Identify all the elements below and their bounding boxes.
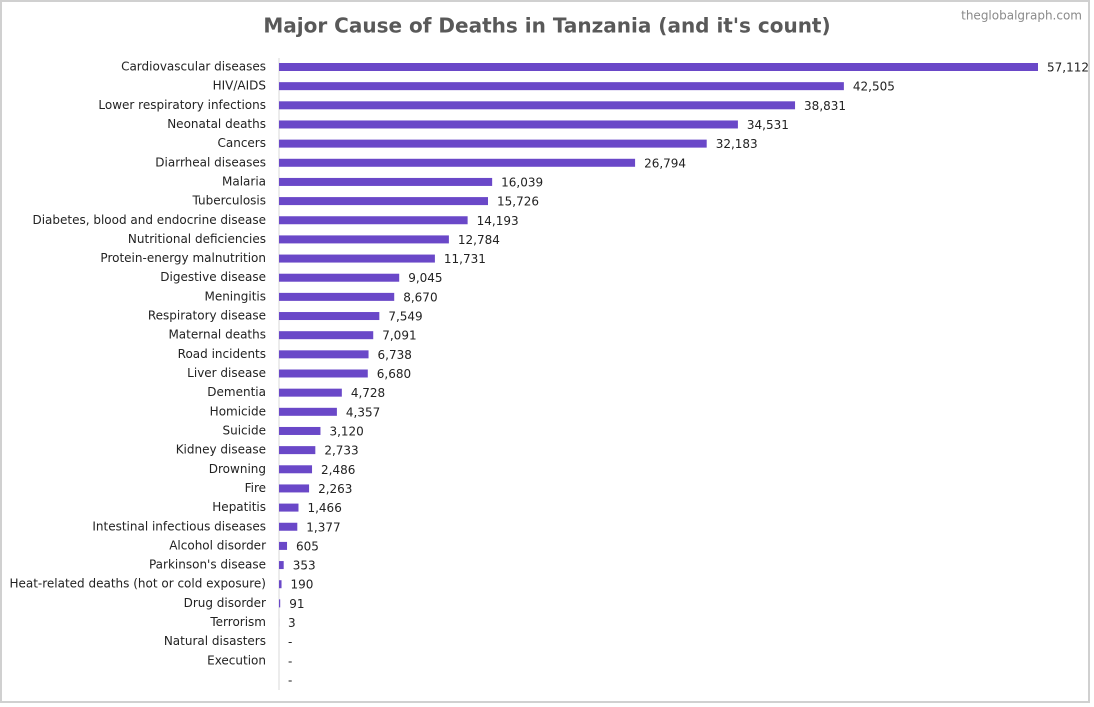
value-label: 605 (296, 539, 319, 553)
value-label: 1,466 (307, 501, 341, 515)
value-label: 7,549 (388, 310, 422, 324)
category-label: HIV/AIDS (213, 79, 266, 93)
category-label: Dementia (207, 385, 266, 399)
value-label: 3 (288, 616, 296, 630)
value-label: 26,794 (644, 156, 686, 170)
category-label: Cardiovascular diseases (121, 60, 266, 74)
bar (279, 388, 342, 397)
bar (279, 503, 299, 512)
category-label: Respiratory disease (148, 309, 266, 323)
category-label: Fire (245, 481, 266, 495)
category-label: Terrorism (209, 615, 266, 629)
bar (279, 177, 493, 186)
bar (279, 350, 369, 359)
bar (279, 369, 368, 378)
value-label: 4,357 (346, 405, 380, 419)
watermark: theglobalgraph.com (961, 9, 1082, 23)
value-label: 9,045 (408, 271, 442, 285)
category-label: Homicide (210, 404, 266, 418)
bar (279, 580, 282, 589)
bar (279, 522, 298, 531)
category-label: Maternal deaths (168, 328, 266, 342)
bar (279, 235, 449, 244)
value-label: 38,831 (804, 99, 846, 113)
value-label: 353 (293, 559, 316, 573)
category-label: Nutritional deficiencies (128, 232, 266, 246)
category-label: Drug disorder (184, 596, 266, 610)
value-label: 34,531 (747, 118, 789, 132)
category-label: Natural disasters (164, 634, 266, 648)
bar (279, 331, 374, 340)
value-label: 2,263 (318, 482, 352, 496)
bar (279, 484, 310, 493)
category-label: Malaria (222, 174, 266, 188)
value-label: 7,091 (382, 329, 416, 343)
value-label: 16,039 (501, 175, 543, 189)
chart-title: Major Cause of Deaths in Tanzania (and i… (263, 14, 830, 38)
category-label: Parkinson's disease (149, 558, 266, 572)
value-label: 3,120 (329, 424, 363, 438)
category-label: Cancers (217, 136, 266, 150)
bar (279, 216, 468, 225)
category-label: Intestinal infectious diseases (92, 519, 266, 533)
value-label: 190 (291, 578, 314, 592)
bar (279, 273, 400, 282)
value-label: 42,505 (853, 80, 895, 94)
value-label: 14,193 (477, 214, 519, 228)
category-label: Road incidents (178, 347, 266, 361)
category-label: Heat-related deaths (hot or cold exposur… (9, 577, 266, 591)
category-label: Meningitis (204, 289, 266, 303)
value-label: - (288, 635, 292, 649)
value-label: 15,726 (497, 195, 539, 209)
category-label: Lower respiratory infections (98, 98, 266, 112)
category-label: Protein-energy malnutrition (100, 251, 266, 265)
bar (279, 465, 313, 474)
bar (279, 292, 395, 301)
value-label: 12,784 (458, 233, 500, 247)
value-label: 8,670 (403, 290, 437, 304)
category-label: Digestive disease (160, 270, 266, 284)
value-label: 4,728 (351, 386, 385, 400)
category-label: Execution (207, 653, 266, 667)
bar (279, 254, 435, 263)
bar (279, 101, 796, 110)
bar (279, 599, 281, 608)
bar (279, 312, 380, 321)
value-label: 6,680 (377, 367, 411, 381)
bar (279, 197, 488, 206)
category-label: Diarrheal diseases (155, 155, 266, 169)
bar (279, 541, 288, 550)
category-label: Diabetes, blood and endocrine disease (32, 213, 266, 227)
category-label: Neonatal deaths (167, 117, 266, 131)
bar (279, 139, 707, 148)
bar (279, 561, 284, 570)
bar (279, 82, 844, 91)
bar (279, 426, 321, 435)
category-label: Hepatitis (212, 500, 266, 514)
bar (279, 158, 636, 167)
value-label: 57,112 (1047, 61, 1089, 75)
value-label: 32,183 (716, 137, 758, 151)
bar (279, 63, 1038, 71)
value-label: 11,731 (444, 252, 486, 266)
category-label: Suicide (223, 423, 267, 437)
category-label: Drowning (209, 462, 266, 476)
category-label: Kidney disease (176, 443, 266, 457)
value-label: 2,486 (321, 463, 355, 477)
value-label: 2,733 (324, 444, 358, 458)
value-label: 6,738 (378, 348, 412, 362)
bar (279, 407, 337, 416)
bar (279, 446, 316, 455)
value-label: 1,377 (306, 520, 340, 534)
category-label: Liver disease (187, 366, 266, 380)
value-label: 91 (289, 597, 304, 611)
bar (279, 120, 738, 129)
category-label: Tuberculosis (192, 194, 267, 208)
value-label: - (288, 654, 292, 668)
value-label: - (288, 674, 292, 688)
category-label: Alcohol disorder (169, 538, 266, 552)
